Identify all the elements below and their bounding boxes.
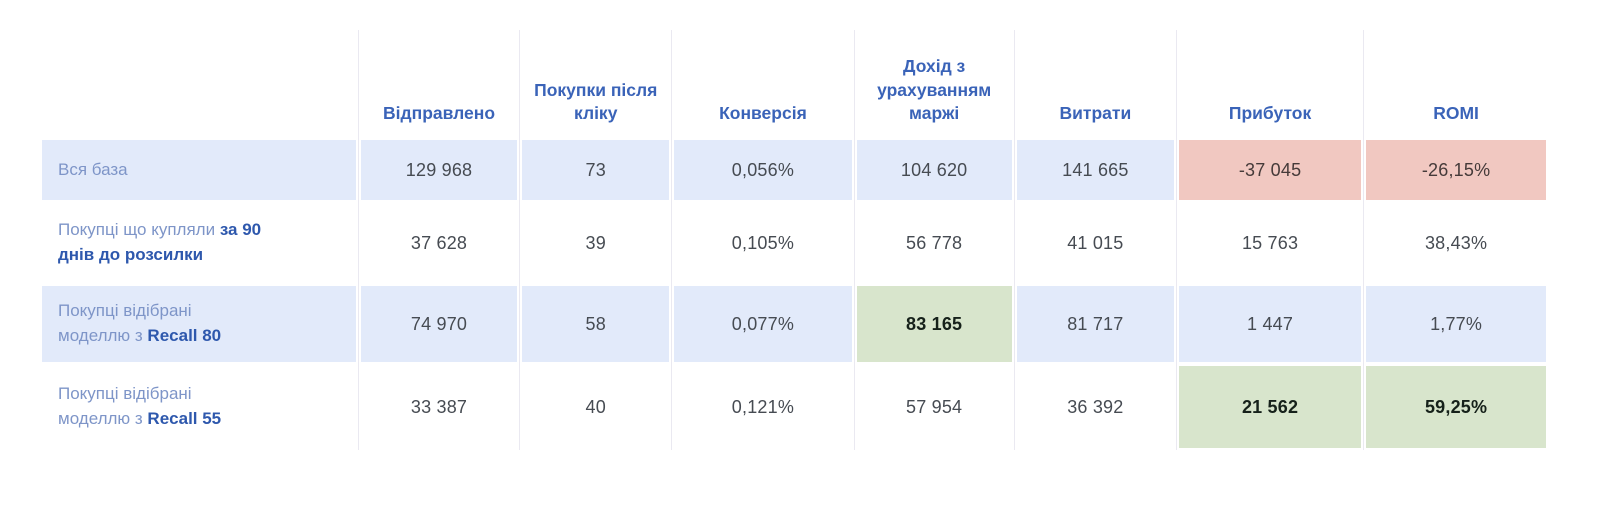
cell-profit-negative: -37 045 xyxy=(1178,140,1362,200)
cell-purchases: 73 xyxy=(522,140,670,200)
cell-purchases: 40 xyxy=(522,366,670,448)
table-row: Покупці що купляли за 90 днів до розсилк… xyxy=(40,202,1548,284)
row-label-buyers-90-days: Покупці що купляли за 90 днів до розсилк… xyxy=(42,204,356,282)
column-header-conversion: Конверсія xyxy=(671,30,855,138)
row-label-recall-55: Покупці відібрані моделлю з Recall 55 xyxy=(42,366,356,448)
column-header-segment xyxy=(40,30,358,138)
column-header-revenue-with-margin: Дохід з урахуванням маржі xyxy=(853,30,1015,138)
cell-sent: 129 968 xyxy=(360,140,518,200)
cell-profit: 1 447 xyxy=(1178,286,1362,362)
cell-profit: 15 763 xyxy=(1178,204,1362,282)
row-label-bold-text: за 90 днів до розсилки xyxy=(58,220,262,264)
row-label-text: Покупці що купляли xyxy=(58,220,220,240)
row-label-bold-text: Recall 55 xyxy=(147,409,222,428)
column-header-costs: Витрати xyxy=(1013,30,1177,138)
column-header-profit: Прибуток xyxy=(1175,30,1364,138)
table-row: Вся база 129 968 73 0,056% 104 620 141 6… xyxy=(40,138,1548,202)
row-label-recall-80: Покупці відібрані моделлю з Recall 80 xyxy=(42,286,356,362)
row-label-text: Вся база xyxy=(58,159,128,179)
cell-revenue: 57 954 xyxy=(856,366,1012,448)
table-row: Покупці відібрані моделлю з Recall 55 33… xyxy=(40,364,1548,450)
cell-romi: 1,77% xyxy=(1366,286,1546,362)
cell-sent: 37 628 xyxy=(360,204,518,282)
row-label-text: Покупці відібрані моделлю з xyxy=(58,384,192,428)
table-row: Покупці відібрані моделлю з Recall 80 74… xyxy=(40,284,1548,364)
cell-purchases: 39 xyxy=(522,204,670,282)
cell-romi-negative: -26,15% xyxy=(1366,140,1546,200)
cell-romi-highlight: 59,25% xyxy=(1366,366,1546,448)
cell-purchases: 58 xyxy=(522,286,670,362)
cell-costs: 81 717 xyxy=(1016,286,1174,362)
campaign-results-table: Відправлено Покупки після кліку Конверсі… xyxy=(40,30,1548,450)
cell-sent: 33 387 xyxy=(360,366,518,448)
row-label-text: Покупці відібрані моделлю з xyxy=(58,301,192,345)
column-header-sent: Відправлено xyxy=(357,30,520,138)
column-header-romi: ROMI xyxy=(1363,30,1548,138)
cell-revenue: 56 778 xyxy=(856,204,1012,282)
row-label-bold-text: Recall 80 xyxy=(147,326,222,345)
cell-conversion: 0,077% xyxy=(674,286,852,362)
cell-costs: 141 665 xyxy=(1016,140,1174,200)
cell-conversion: 0,105% xyxy=(674,204,852,282)
cell-costs: 36 392 xyxy=(1016,366,1174,448)
campaign-results-table-wrap: Відправлено Покупки після кліку Конверсі… xyxy=(40,30,1548,450)
cell-sent: 74 970 xyxy=(360,286,518,362)
row-label-whole-base: Вся база xyxy=(42,140,356,200)
cell-conversion: 0,056% xyxy=(674,140,852,200)
cell-romi: 38,43% xyxy=(1366,204,1546,282)
cell-costs: 41 015 xyxy=(1016,204,1174,282)
cell-profit-highlight: 21 562 xyxy=(1178,366,1362,448)
cell-revenue-highlight: 83 165 xyxy=(856,286,1012,362)
cell-conversion: 0,121% xyxy=(674,366,852,448)
header-row: Відправлено Покупки після кліку Конверсі… xyxy=(40,30,1548,138)
column-header-purchases-after-click: Покупки після кліку xyxy=(519,30,672,138)
cell-revenue: 104 620 xyxy=(856,140,1012,200)
